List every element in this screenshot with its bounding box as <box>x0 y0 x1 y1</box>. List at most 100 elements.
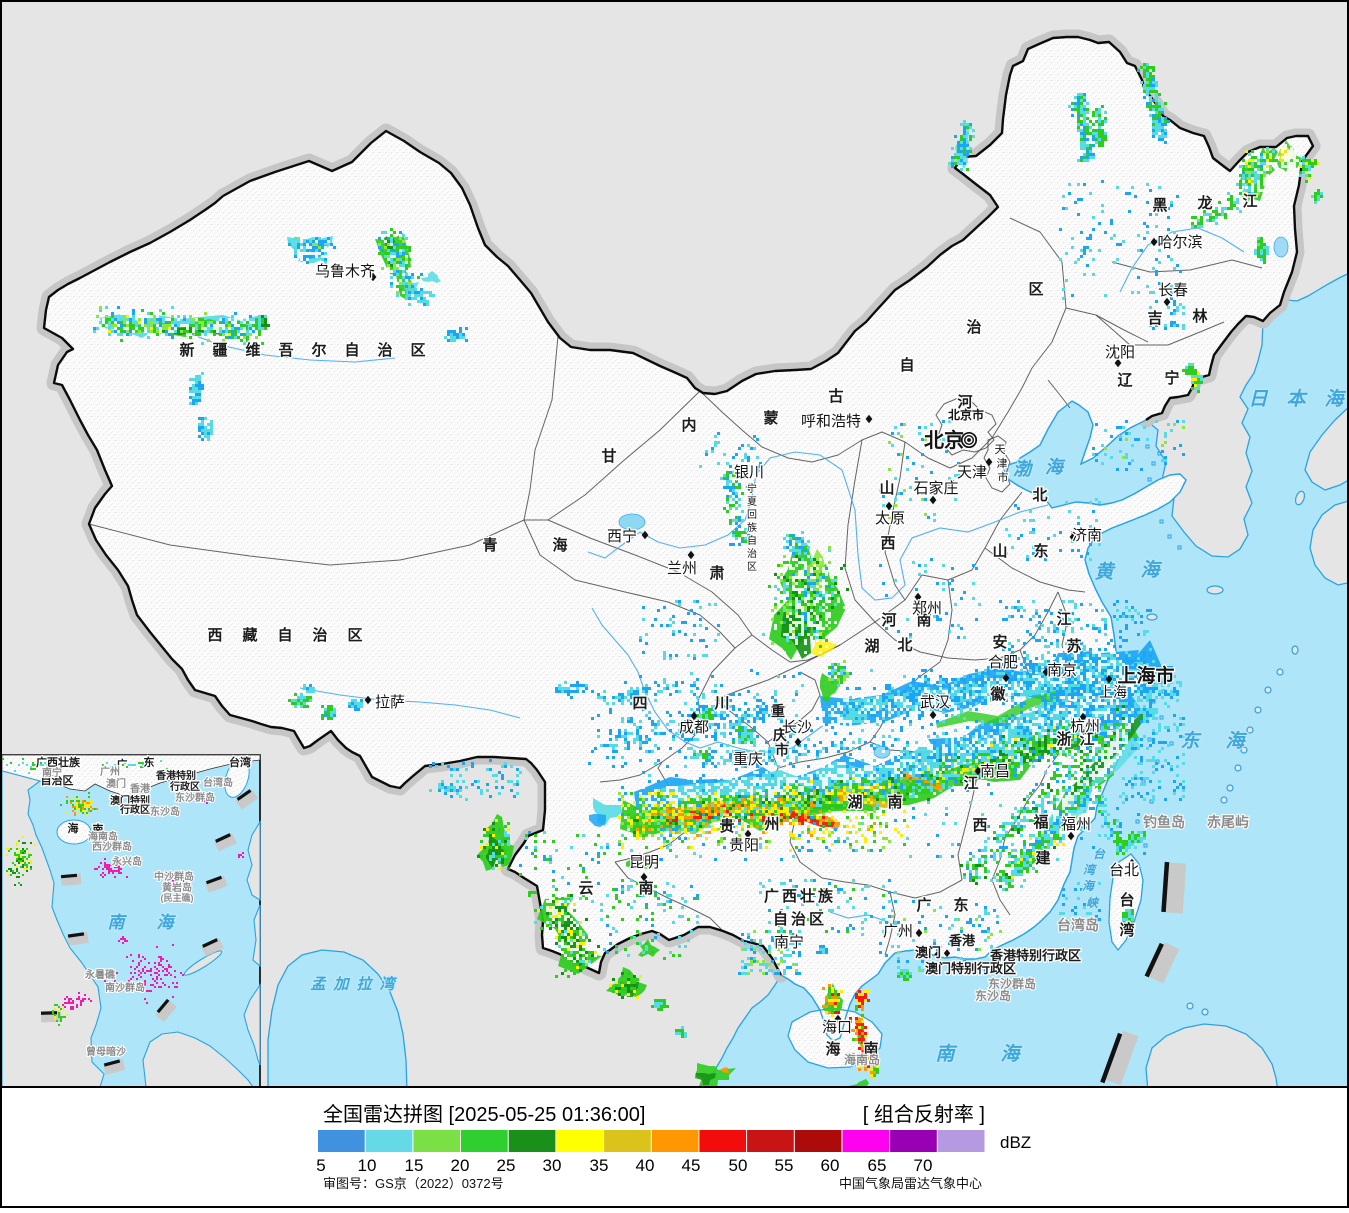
svg-text:南: 南 <box>887 793 902 811</box>
svg-text:维: 维 <box>245 341 260 359</box>
svg-text:徽: 徽 <box>989 685 1006 703</box>
svg-text:香港特别行政区: 香港特别行政区 <box>989 948 1081 963</box>
svg-text:乌鲁木齐: 乌鲁木齐 <box>315 263 375 280</box>
svg-text:加: 加 <box>332 976 350 993</box>
svg-text:东: 东 <box>953 896 968 914</box>
svg-text:全国雷达拼图 [2025-05-25 01:36:00]: 全国雷达拼图 [2025-05-25 01:36:00] <box>323 1103 645 1126</box>
svg-text:区: 区 <box>347 627 362 644</box>
svg-text:东: 东 <box>1180 730 1202 752</box>
svg-text:黄: 黄 <box>1094 561 1116 583</box>
svg-text:60: 60 <box>821 1156 840 1175</box>
svg-text:夏: 夏 <box>747 496 757 508</box>
svg-text:拉: 拉 <box>356 975 373 993</box>
svg-text:自治区: 自治区 <box>41 773 74 787</box>
svg-text:海: 海 <box>1324 388 1346 410</box>
svg-text:海: 海 <box>552 536 567 554</box>
svg-text:北: 北 <box>1032 487 1047 504</box>
svg-text:广州: 广州 <box>100 765 120 778</box>
svg-text:永兴岛: 永兴岛 <box>111 855 142 868</box>
svg-text:70: 70 <box>914 1156 933 1175</box>
svg-text:台北: 台北 <box>1109 862 1139 879</box>
svg-text:海: 海 <box>1225 730 1247 752</box>
svg-text:自: 自 <box>899 356 914 374</box>
svg-text:黄岩岛: 黄岩岛 <box>162 881 192 894</box>
svg-text:辽: 辽 <box>1117 372 1132 389</box>
svg-text:香港: 香港 <box>948 933 976 948</box>
svg-text:江: 江 <box>1079 730 1094 748</box>
svg-text:州: 州 <box>763 816 779 833</box>
svg-text:东沙群岛: 东沙群岛 <box>988 976 1036 991</box>
svg-text:银川: 银川 <box>734 464 764 481</box>
svg-text:藏: 藏 <box>242 626 257 644</box>
svg-text:东沙岛: 东沙岛 <box>150 805 180 818</box>
svg-text:哈尔滨: 哈尔滨 <box>1157 234 1202 251</box>
svg-text:尔: 尔 <box>311 341 326 359</box>
svg-text:新: 新 <box>179 341 194 359</box>
svg-text:甘: 甘 <box>601 447 616 465</box>
svg-text:南京: 南京 <box>1047 662 1077 679</box>
svg-text:兰州: 兰州 <box>667 560 697 577</box>
svg-text:南昌: 南昌 <box>980 763 1010 780</box>
svg-text:北: 北 <box>897 637 912 654</box>
svg-text:海口: 海口 <box>822 1019 852 1036</box>
svg-text:昆明: 昆明 <box>629 854 659 871</box>
svg-text:海: 海 <box>157 913 177 932</box>
svg-text:自: 自 <box>344 341 359 359</box>
svg-text:沈阳: 沈阳 <box>1105 344 1135 361</box>
svg-text:海: 海 <box>68 821 79 835</box>
svg-text:广西壮族: 广西壮族 <box>764 887 836 905</box>
svg-text:海: 海 <box>1082 879 1096 893</box>
svg-text:呼和浩特: 呼和浩特 <box>801 413 861 430</box>
svg-text:香港特别: 香港特别 <box>156 769 196 782</box>
svg-text:长春: 长春 <box>1158 282 1188 299</box>
svg-text:行政区: 行政区 <box>169 780 200 793</box>
svg-text:区: 区 <box>410 342 425 359</box>
svg-text:治: 治 <box>377 341 392 359</box>
svg-text:西: 西 <box>207 627 222 644</box>
svg-text:南: 南 <box>935 1043 957 1065</box>
svg-text:内: 内 <box>681 416 696 434</box>
svg-text:江: 江 <box>1242 192 1257 210</box>
svg-text:西宁: 西宁 <box>607 528 637 545</box>
svg-text:行政区: 行政区 <box>119 803 150 816</box>
svg-text:区: 区 <box>1028 281 1043 298</box>
svg-text:治: 治 <box>966 318 981 336</box>
svg-text:海: 海 <box>1045 457 1066 477</box>
svg-text:长沙: 长沙 <box>782 719 812 736</box>
svg-text:台: 台 <box>1093 847 1106 861</box>
svg-text:回: 回 <box>747 509 757 521</box>
svg-text:南宁: 南宁 <box>774 934 804 951</box>
svg-text:南: 南 <box>108 913 128 932</box>
svg-text:25: 25 <box>497 1156 516 1175</box>
svg-text:太原: 太原 <box>875 510 905 527</box>
svg-text:5: 5 <box>316 1156 325 1175</box>
svg-text:赤尾屿: 赤尾屿 <box>1207 814 1249 830</box>
svg-text:香港: 香港 <box>130 782 151 795</box>
svg-text:津: 津 <box>997 457 1008 470</box>
svg-text:南宁: 南宁 <box>42 766 62 779</box>
svg-text:湖: 湖 <box>847 794 862 811</box>
svg-text:上海市: 上海市 <box>1117 664 1174 687</box>
svg-text:江: 江 <box>1056 610 1071 628</box>
svg-text:南: 南 <box>863 1040 878 1058</box>
svg-text:中沙群岛: 中沙群岛 <box>154 870 194 883</box>
svg-text:安: 安 <box>992 633 1007 651</box>
svg-text:拉萨: 拉萨 <box>375 694 405 711</box>
svg-text:渤: 渤 <box>1013 459 1034 479</box>
svg-text:族: 族 <box>747 521 757 534</box>
svg-text:海: 海 <box>825 1040 840 1058</box>
svg-text:审图号：GS京（2022）0372号: 审图号：GS京（2022）0372号 <box>323 1176 504 1191</box>
svg-text:东沙群岛: 东沙群岛 <box>175 791 215 804</box>
svg-text:四: 四 <box>632 695 647 712</box>
svg-text:建: 建 <box>1035 849 1051 867</box>
svg-text:西沙群岛: 西沙群岛 <box>92 840 132 853</box>
svg-text:成都: 成都 <box>679 719 709 736</box>
svg-text:65: 65 <box>868 1156 887 1175</box>
svg-text:吉: 吉 <box>1147 309 1162 327</box>
svg-text:50: 50 <box>729 1156 748 1175</box>
svg-text:台湾岛: 台湾岛 <box>203 776 233 789</box>
svg-text:青: 青 <box>482 536 497 554</box>
svg-text:天: 天 <box>995 444 1006 456</box>
svg-text:峡: 峡 <box>1086 896 1100 910</box>
svg-text:湾: 湾 <box>379 975 397 993</box>
